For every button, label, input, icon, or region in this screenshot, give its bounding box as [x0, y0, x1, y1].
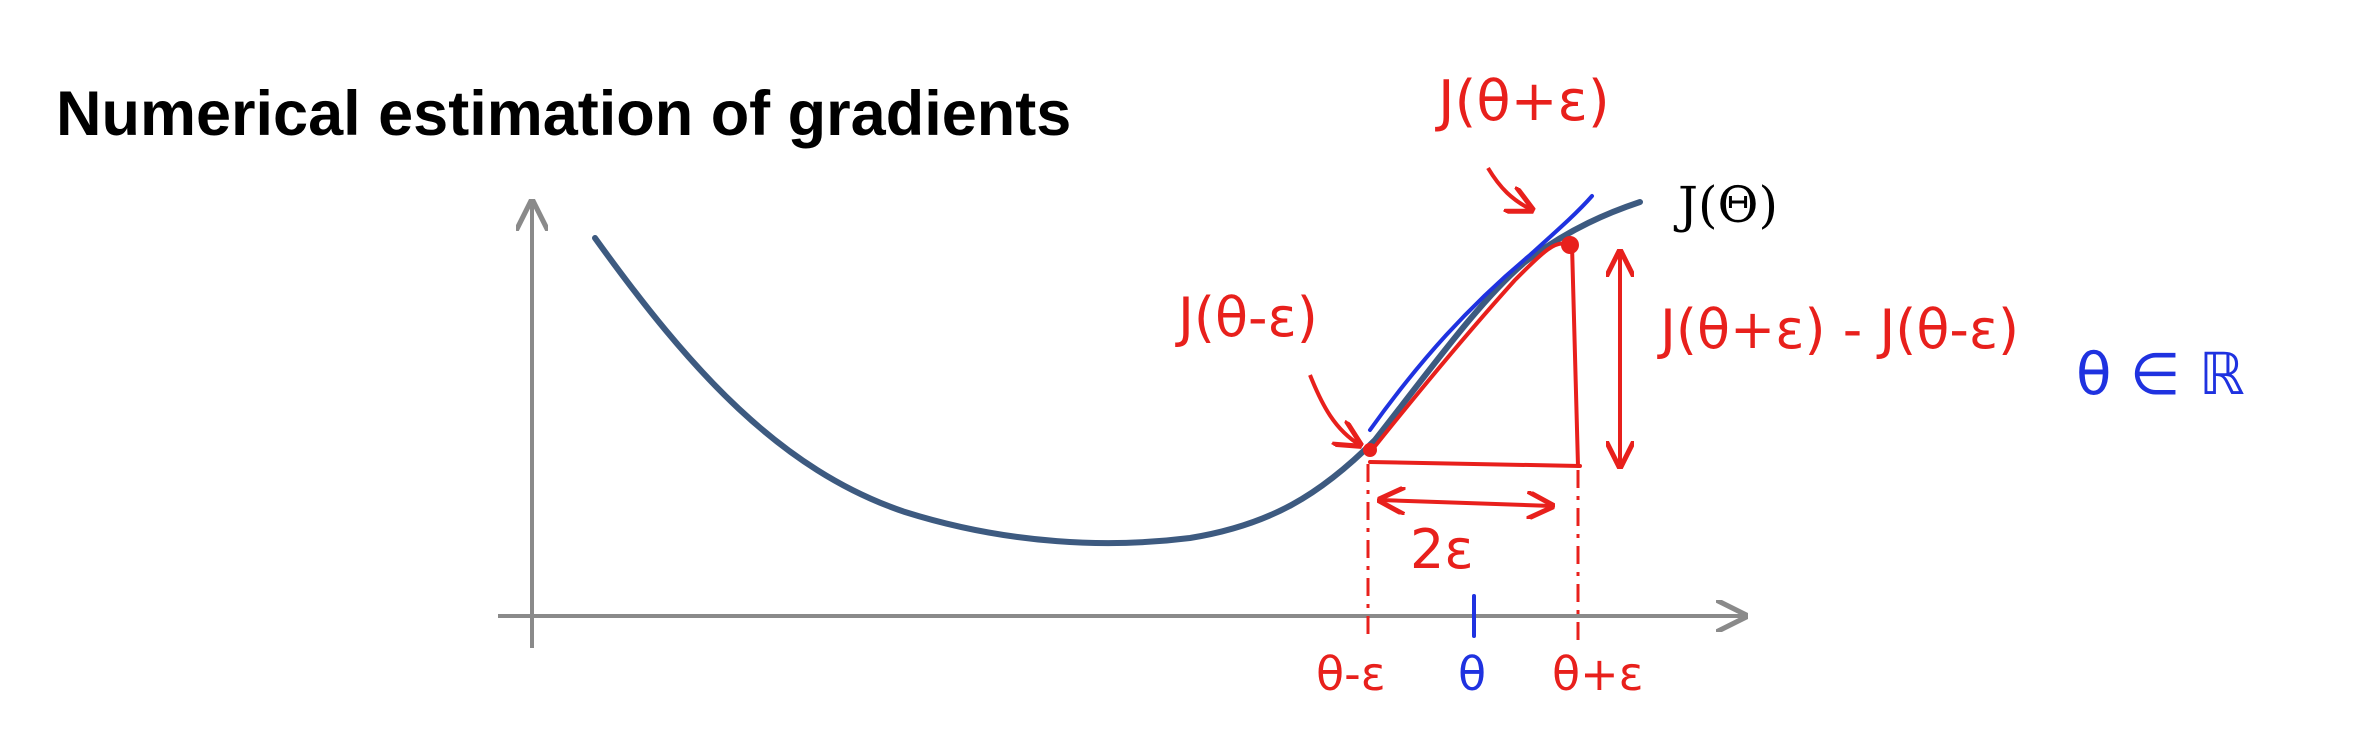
domain-note: θ ∈ ℝ	[2076, 340, 2245, 408]
secant-line	[1370, 241, 1570, 452]
tick-label-center: θ	[1458, 647, 1486, 701]
pointer-minus	[1308, 374, 1360, 445]
curve-label: J(Θ)	[1673, 176, 1778, 234]
label-minus: J(θ-ε)	[1175, 286, 1318, 349]
point-plus	[1561, 236, 1579, 254]
tick-label-minus: θ-ε	[1316, 647, 1386, 701]
triangle-base	[1368, 460, 1582, 468]
pointer-plus	[1486, 166, 1532, 210]
tick-label-plus: θ+ε	[1552, 647, 1644, 701]
point-minus	[1363, 443, 1377, 457]
triangle-vertical	[1570, 243, 1580, 468]
width-label: 2ε	[1410, 518, 1474, 581]
slide-title: Numerical estimation of gradients	[56, 79, 1072, 149]
tangent-line	[1368, 194, 1594, 432]
cost-curve	[592, 199, 1643, 547]
width-arrow	[1380, 500, 1552, 506]
label-plus: J(θ+ε)	[1435, 69, 1610, 134]
difference-label: J(θ+ε) - J(θ-ε)	[1657, 298, 2019, 361]
